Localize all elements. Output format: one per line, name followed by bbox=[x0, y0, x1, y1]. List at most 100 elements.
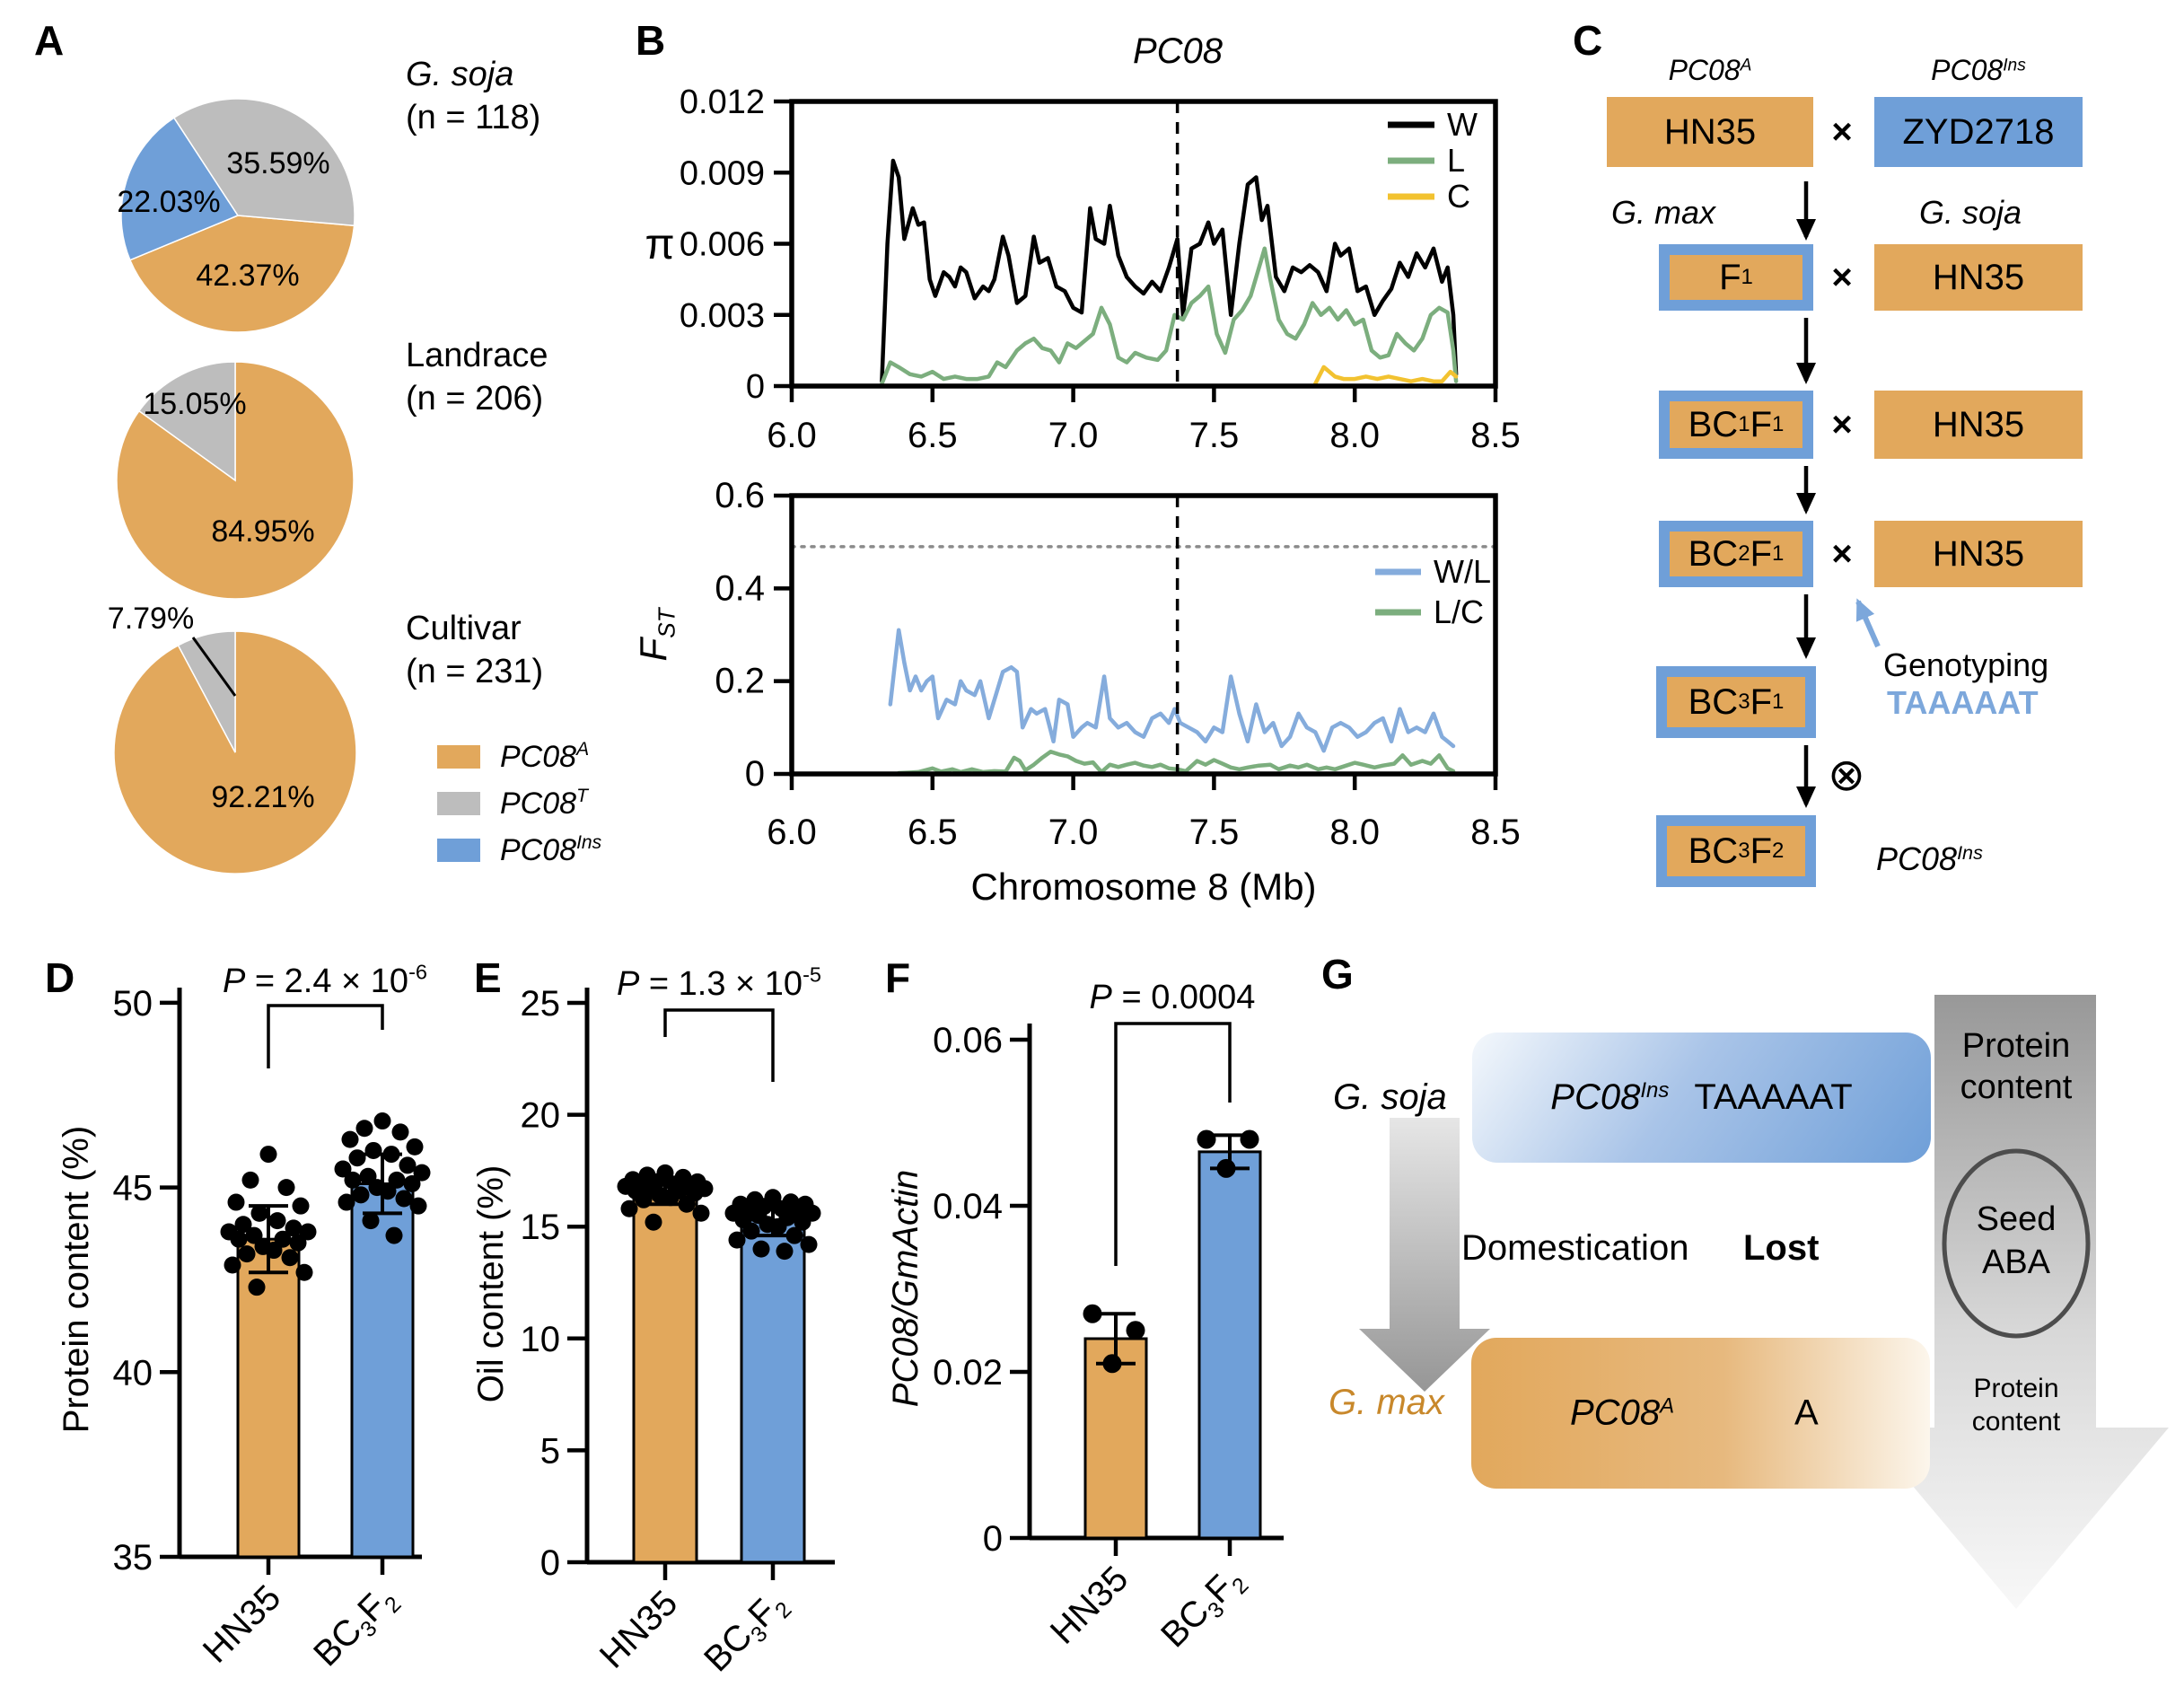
bc2f1-box: BC 2 F 1 bbox=[1659, 521, 1813, 587]
genotyping-label: Genotyping bbox=[1883, 646, 2049, 683]
svg-text:7.5: 7.5 bbox=[1189, 813, 1240, 852]
allele-label-pc08a: PC08A bbox=[1668, 54, 1752, 86]
svg-text:6.0: 6.0 bbox=[767, 813, 817, 852]
cross-symbol-1: × bbox=[1831, 112, 1853, 152]
svg-text:20: 20 bbox=[521, 1096, 561, 1136]
panel-c-label: C bbox=[1573, 17, 1603, 64]
svg-text:PC08T: PC08T bbox=[500, 786, 590, 821]
protein-content-bottom-label: Protein content bbox=[1971, 1374, 2061, 1437]
svg-text:0: 0 bbox=[540, 1543, 560, 1583]
backcross-hn35-box-2: HN35 bbox=[1874, 391, 2083, 459]
panel-a-pie-charts: 42.37% 22.03%35.59% G. soja (n = 118) 84.95%… bbox=[108, 56, 602, 874]
svg-text:FST: FST bbox=[632, 606, 680, 661]
svg-text:C: C bbox=[1447, 178, 1470, 215]
seed-aba-label: Seed ABA bbox=[1976, 1200, 2057, 1281]
svg-text:0: 0 bbox=[746, 368, 765, 406]
svg-text:25: 25 bbox=[521, 984, 561, 1024]
svg-text:(n = 231): (n = 231) bbox=[406, 653, 543, 690]
svg-text:7.0: 7.0 bbox=[1048, 813, 1099, 852]
svg-text:0.04: 0.04 bbox=[933, 1187, 1003, 1226]
svg-text:L/C: L/C bbox=[1434, 593, 1484, 630]
svg-text:8.5: 8.5 bbox=[1470, 416, 1521, 455]
domestication-down-arrow bbox=[1359, 1118, 1490, 1392]
genotyping-sequence: TAAAAAT bbox=[1887, 684, 2039, 721]
svg-text:(n = 118): (n = 118) bbox=[406, 99, 540, 136]
svg-text:8.0: 8.0 bbox=[1329, 813, 1380, 852]
cross-symbol-3: × bbox=[1831, 405, 1853, 444]
svg-text:40: 40 bbox=[113, 1353, 153, 1393]
svg-text:7.79%: 7.79% bbox=[108, 602, 194, 636]
svg-text:0.02: 0.02 bbox=[933, 1353, 1003, 1393]
svg-text:G. soja: G. soja bbox=[406, 56, 513, 93]
svg-text:P = 0.0004: P = 0.0004 bbox=[1090, 979, 1256, 1016]
pc08a-allele-box: PC08A A bbox=[1471, 1338, 1930, 1489]
svg-text:Chromosome 8 (Mb): Chromosome 8 (Mb) bbox=[970, 866, 1316, 908]
svg-text:0.006: 0.006 bbox=[680, 226, 765, 264]
domestication-label: Domestication bbox=[1461, 1228, 1689, 1268]
svg-text:45: 45 bbox=[113, 1169, 153, 1208]
svg-text:0.6: 0.6 bbox=[715, 476, 765, 515]
svg-text:5: 5 bbox=[540, 1431, 560, 1471]
result-allele-label: PC08Ins bbox=[1876, 840, 1983, 877]
svg-text:35.59%: 35.59% bbox=[226, 146, 329, 180]
svg-text:0.012: 0.012 bbox=[680, 83, 765, 121]
panel-f-label: F bbox=[885, 954, 911, 1001]
svg-text:π: π bbox=[645, 221, 674, 268]
svg-text:10: 10 bbox=[521, 1320, 561, 1359]
pc08ins-allele-box: PC08Ins TAAAAAT bbox=[1472, 1033, 1931, 1163]
bc3f2-box: BC 3 F 2 bbox=[1656, 815, 1816, 887]
svg-text:92.21%: 92.21% bbox=[211, 780, 314, 814]
backcross-hn35-box-1: HN35 bbox=[1874, 244, 2083, 311]
panel-e-oil-bar-chart: 0 5 10 15 20 25 HN35 BC3F2 P = 1.3 × 10-5 Oil con… bbox=[471, 963, 835, 1683]
svg-text:P = 2.4 × 10-6: P = 2.4 × 10-6 bbox=[223, 961, 427, 1000]
parent-hn35-box: HN35 bbox=[1607, 97, 1813, 167]
svg-text:BC3F2: BC3F2 bbox=[697, 1583, 796, 1683]
genotyping-arrow bbox=[1855, 598, 1881, 648]
panel-c-breeding-scheme: PC08A PC08Ins HN35 × ZYD2718 G. max G. s… bbox=[1562, 18, 2184, 925]
svg-text:PC08A: PC08A bbox=[500, 739, 589, 774]
svg-text:0.2: 0.2 bbox=[715, 662, 765, 701]
svg-text:PC08Ins: PC08Ins bbox=[500, 832, 602, 867]
panel-d-protein-bar-chart: 35 40 45 50 HN35 BC3F2 P = 2.4 × 10-6 Protein c… bbox=[57, 961, 431, 1674]
svg-text:W: W bbox=[1447, 106, 1478, 143]
svg-text:BC3F2: BC3F2 bbox=[1153, 1559, 1253, 1658]
gsoja-label: G. soja bbox=[1333, 1077, 1447, 1117]
svg-text:6.5: 6.5 bbox=[908, 813, 958, 852]
svg-text:(n = 206): (n = 206) bbox=[406, 380, 543, 417]
svg-text:0.06: 0.06 bbox=[933, 1021, 1003, 1060]
svg-text:8.0: 8.0 bbox=[1329, 416, 1380, 455]
svg-text:6.0: 6.0 bbox=[767, 416, 817, 455]
svg-text:PC08: PC08 bbox=[1133, 31, 1224, 71]
panel-g-model-schematic: G. soja PC08Ins TAAAAAT Domestication Lo… bbox=[1311, 943, 2184, 1696]
svg-text:0.009: 0.009 bbox=[680, 154, 765, 192]
svg-text:22.03%: 22.03% bbox=[117, 185, 220, 219]
panel-b-label: B bbox=[636, 17, 666, 64]
svg-text:Landrace: Landrace bbox=[406, 337, 548, 374]
svg-text:6.5: 6.5 bbox=[908, 416, 958, 455]
svg-text:15.05%: 15.05% bbox=[143, 387, 246, 421]
svg-text:35: 35 bbox=[113, 1538, 153, 1577]
svg-text:HN35: HN35 bbox=[196, 1577, 288, 1670]
pc08ins-allele-text: PC08Ins bbox=[1550, 1077, 1670, 1117]
pc08ins-sequence: TAAAAAT bbox=[1694, 1077, 1853, 1117]
svg-text:0.4: 0.4 bbox=[715, 568, 765, 608]
svg-text:HN35: HN35 bbox=[1043, 1559, 1136, 1651]
seed-aba-ellipse bbox=[1942, 1148, 2091, 1339]
bc1f1-box: BC 1 F 1 bbox=[1659, 391, 1813, 459]
species-gsoja-label: G. soja bbox=[1919, 194, 2022, 231]
protein-content-down-arrow bbox=[1864, 995, 2169, 1609]
svg-text:84.95%: 84.95% bbox=[211, 514, 314, 549]
panel-a-label: A bbox=[34, 17, 65, 64]
panel-e-label: E bbox=[474, 954, 502, 1001]
svg-text:PC08/GmActin: PC08/GmActin bbox=[886, 1170, 925, 1408]
pc08a-sequence: A bbox=[1794, 1393, 1819, 1433]
gmax-label: G. max bbox=[1329, 1383, 1444, 1422]
svg-text:0: 0 bbox=[745, 754, 765, 794]
svg-text:Cultivar: Cultivar bbox=[406, 610, 522, 647]
lost-label: Lost bbox=[1743, 1228, 1820, 1268]
svg-text:P = 1.3 × 10-5: P = 1.3 × 10-5 bbox=[617, 963, 821, 1003]
bc3f1-box: BC 3 F 1 bbox=[1656, 666, 1816, 738]
svg-text:0.003: 0.003 bbox=[680, 297, 765, 335]
svg-text:0: 0 bbox=[983, 1519, 1003, 1559]
